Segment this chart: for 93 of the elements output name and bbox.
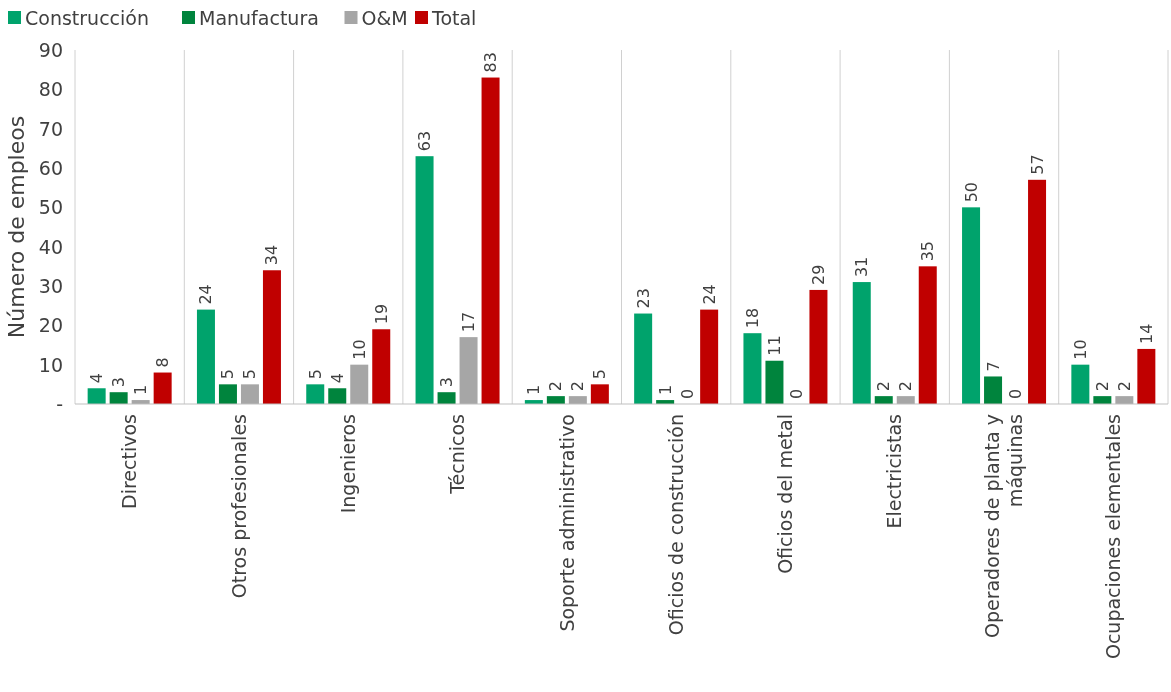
data-label: 5 — [218, 369, 238, 380]
data-label: 63 — [415, 130, 435, 152]
data-label: 4 — [87, 373, 107, 384]
data-label: 5 — [305, 369, 325, 380]
data-label: 0 — [677, 388, 697, 399]
data-label: 10 — [1070, 339, 1090, 360]
data-label: 18 — [742, 307, 762, 329]
data-label: 50 — [961, 181, 981, 203]
y-tick-label: 50 — [38, 196, 63, 219]
data-label: 5 — [240, 369, 260, 380]
data-label: 83 — [481, 52, 501, 73]
y-tick-label: - — [56, 393, 63, 415]
data-label: 5 — [590, 369, 610, 380]
legend-label: Total — [431, 6, 477, 29]
legend-label: Construcción — [25, 6, 149, 29]
data-label: 14 — [1136, 323, 1156, 344]
x-tick-label: Ocupaciones elementales — [1102, 414, 1124, 660]
bar — [218, 384, 237, 404]
bar — [153, 372, 172, 404]
bar — [1071, 364, 1090, 404]
bar — [109, 392, 128, 404]
x-tick-label: Oficios del metal — [774, 414, 797, 574]
bar — [590, 384, 609, 404]
data-label: 3 — [109, 377, 129, 388]
data-label: 2 — [896, 380, 916, 392]
legend-label: O&M — [361, 6, 408, 29]
data-label: 29 — [808, 264, 828, 285]
data-label: 1 — [524, 384, 544, 396]
bar — [852, 282, 871, 404]
data-label: 31 — [852, 256, 872, 278]
x-tick-label: Directivos — [118, 414, 141, 509]
x-tick-label: Operadores de planta y máquinas — [981, 414, 1027, 639]
bar — [481, 77, 500, 404]
data-label: 1 — [131, 384, 151, 396]
data-label: 10 — [349, 339, 369, 360]
bar — [984, 376, 1003, 404]
y-tick-label: 90 — [38, 39, 63, 61]
bar — [350, 364, 369, 404]
bar — [459, 337, 478, 404]
data-label: 34 — [262, 244, 282, 266]
data-label: 17 — [459, 311, 479, 333]
data-label: 19 — [371, 303, 391, 325]
bar — [1137, 348, 1156, 404]
data-label: 1 — [655, 384, 675, 396]
x-tick-label: Otros profesionales — [227, 414, 250, 599]
y-tick-label: 30 — [38, 275, 63, 297]
x-tick-label: Soporte administrativo — [555, 414, 578, 632]
data-label: 57 — [1027, 154, 1047, 175]
data-label: 2 — [874, 380, 894, 392]
data-label: 4 — [327, 373, 347, 384]
x-tick-label: Ingenieros — [336, 414, 359, 514]
data-label: 2 — [1092, 380, 1112, 392]
bar — [743, 333, 762, 404]
bar — [196, 309, 215, 404]
bar — [765, 360, 784, 404]
data-label: 24 — [196, 284, 216, 305]
bar — [1028, 179, 1047, 404]
y-tick-label: 10 — [38, 353, 63, 376]
data-label: 0 — [786, 388, 806, 399]
bar — [262, 270, 281, 404]
data-label: 35 — [918, 240, 938, 262]
bar — [306, 384, 325, 404]
data-label: 2 — [1114, 380, 1134, 392]
data-label: 2 — [568, 380, 588, 392]
bar — [372, 329, 391, 404]
y-tick-label: 20 — [38, 314, 63, 337]
legend-label: Manufactura — [199, 6, 319, 29]
bar — [634, 313, 653, 404]
data-label: 24 — [699, 284, 719, 305]
x-tick-label: Electricistas — [883, 414, 906, 529]
y-tick-label: 70 — [38, 117, 63, 140]
data-label: 11 — [764, 335, 784, 356]
bar — [700, 309, 719, 404]
x-tick-label: Oficios de construcción — [664, 414, 687, 636]
data-label: 3 — [437, 377, 457, 388]
y-tick-label: 40 — [38, 235, 63, 258]
bar — [415, 156, 434, 404]
bar — [437, 392, 456, 404]
y-tick-label: 80 — [38, 78, 63, 101]
y-axis-title: Número de empleos — [4, 115, 29, 339]
bar — [962, 207, 981, 404]
y-tick-label: 60 — [38, 157, 63, 179]
bar — [87, 388, 106, 404]
x-tick-label: Técnicos — [446, 414, 469, 495]
bar — [240, 384, 259, 404]
data-label: 0 — [1005, 388, 1025, 399]
bar — [328, 388, 347, 404]
data-label: 8 — [153, 357, 173, 368]
bar — [918, 266, 937, 404]
bar — [809, 289, 828, 404]
data-label: 7 — [983, 361, 1003, 372]
data-label: 23 — [633, 288, 653, 309]
data-label: 2 — [546, 380, 566, 392]
